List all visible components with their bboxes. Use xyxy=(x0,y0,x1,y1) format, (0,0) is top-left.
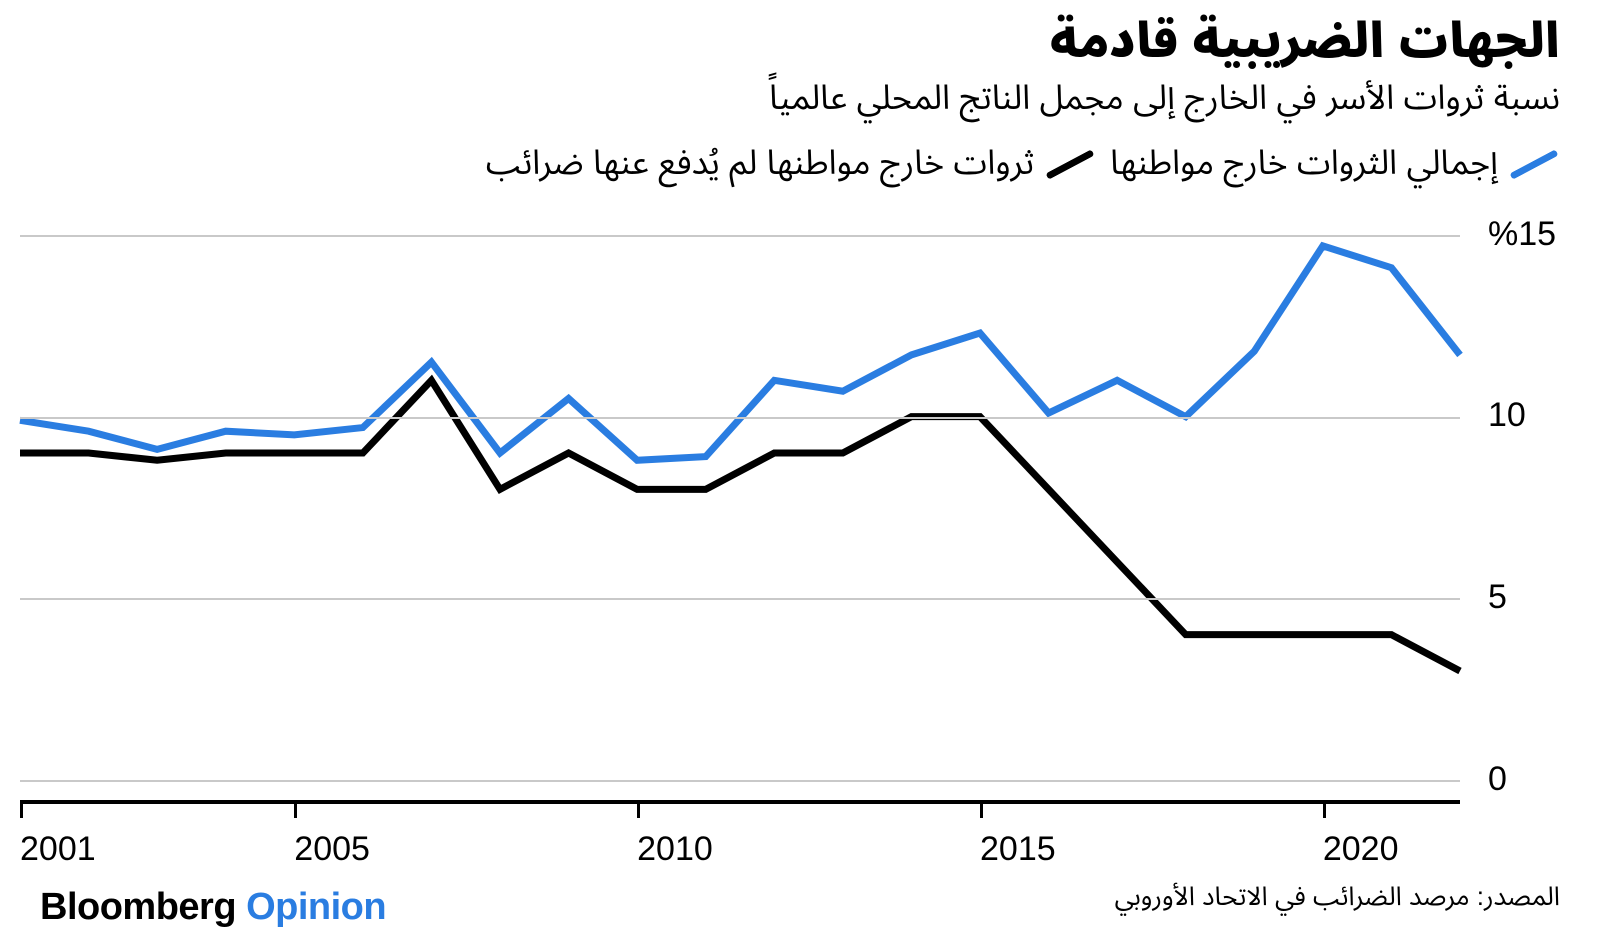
x-tick-label: 2001 xyxy=(20,830,96,869)
x-tick-label: 2020 xyxy=(1323,830,1399,869)
gridline xyxy=(20,598,1460,600)
y-tick-label: 5 xyxy=(1488,578,1507,617)
gridline xyxy=(20,235,1460,237)
x-tick xyxy=(980,800,983,818)
y-tick-label: 10 xyxy=(1488,396,1526,435)
legend-item-series1: إجمالي الثروات خارج مواطنها xyxy=(1110,128,1560,200)
gridline xyxy=(20,417,1460,419)
chart-subtitle: نسبة ثروات الأسر في الخارج إلى مجمل النا… xyxy=(769,76,1560,120)
legend-label-series2: ثروات خارج مواطنها لم يُدفع عنها ضرائب xyxy=(486,128,1034,200)
legend-label-series1: إجمالي الثروات خارج مواطنها xyxy=(1110,128,1498,200)
x-axis-line xyxy=(20,800,1460,804)
chart-container: الجهات الضريبية قادمة نسبة ثروات الأسر ف… xyxy=(0,0,1600,951)
y-tick-label: 0 xyxy=(1488,760,1507,799)
series-lines xyxy=(20,235,1460,780)
x-tick-label: 2005 xyxy=(294,830,370,869)
legend: إجمالي الثروات خارج مواطنها ثروات خارج م… xyxy=(486,128,1560,200)
chart-title: الجهات الضريبية قادمة xyxy=(1050,16,1560,69)
x-tick xyxy=(637,800,640,818)
x-tick xyxy=(20,800,23,818)
plot-area xyxy=(20,235,1460,780)
source-text: المصدر: مرصد الضرائب في الاتحاد الأوروبي xyxy=(1115,870,1560,925)
brand-logo: BloombergOpinion xyxy=(40,886,386,929)
legend-swatch-series2 xyxy=(1046,149,1095,180)
gridline xyxy=(20,780,1460,782)
x-tick xyxy=(1323,800,1326,818)
x-tick xyxy=(294,800,297,818)
x-tick-label: 2010 xyxy=(637,830,713,869)
x-tick-label: 2015 xyxy=(980,830,1056,869)
y-tick-label: %15 xyxy=(1488,215,1556,254)
brand-part2: Opinion xyxy=(246,886,386,928)
legend-item-series2: ثروات خارج مواطنها لم يُدفع عنها ضرائب xyxy=(486,128,1096,200)
legend-swatch-series1 xyxy=(1509,149,1558,180)
brand-part1: Bloomberg xyxy=(40,886,236,928)
